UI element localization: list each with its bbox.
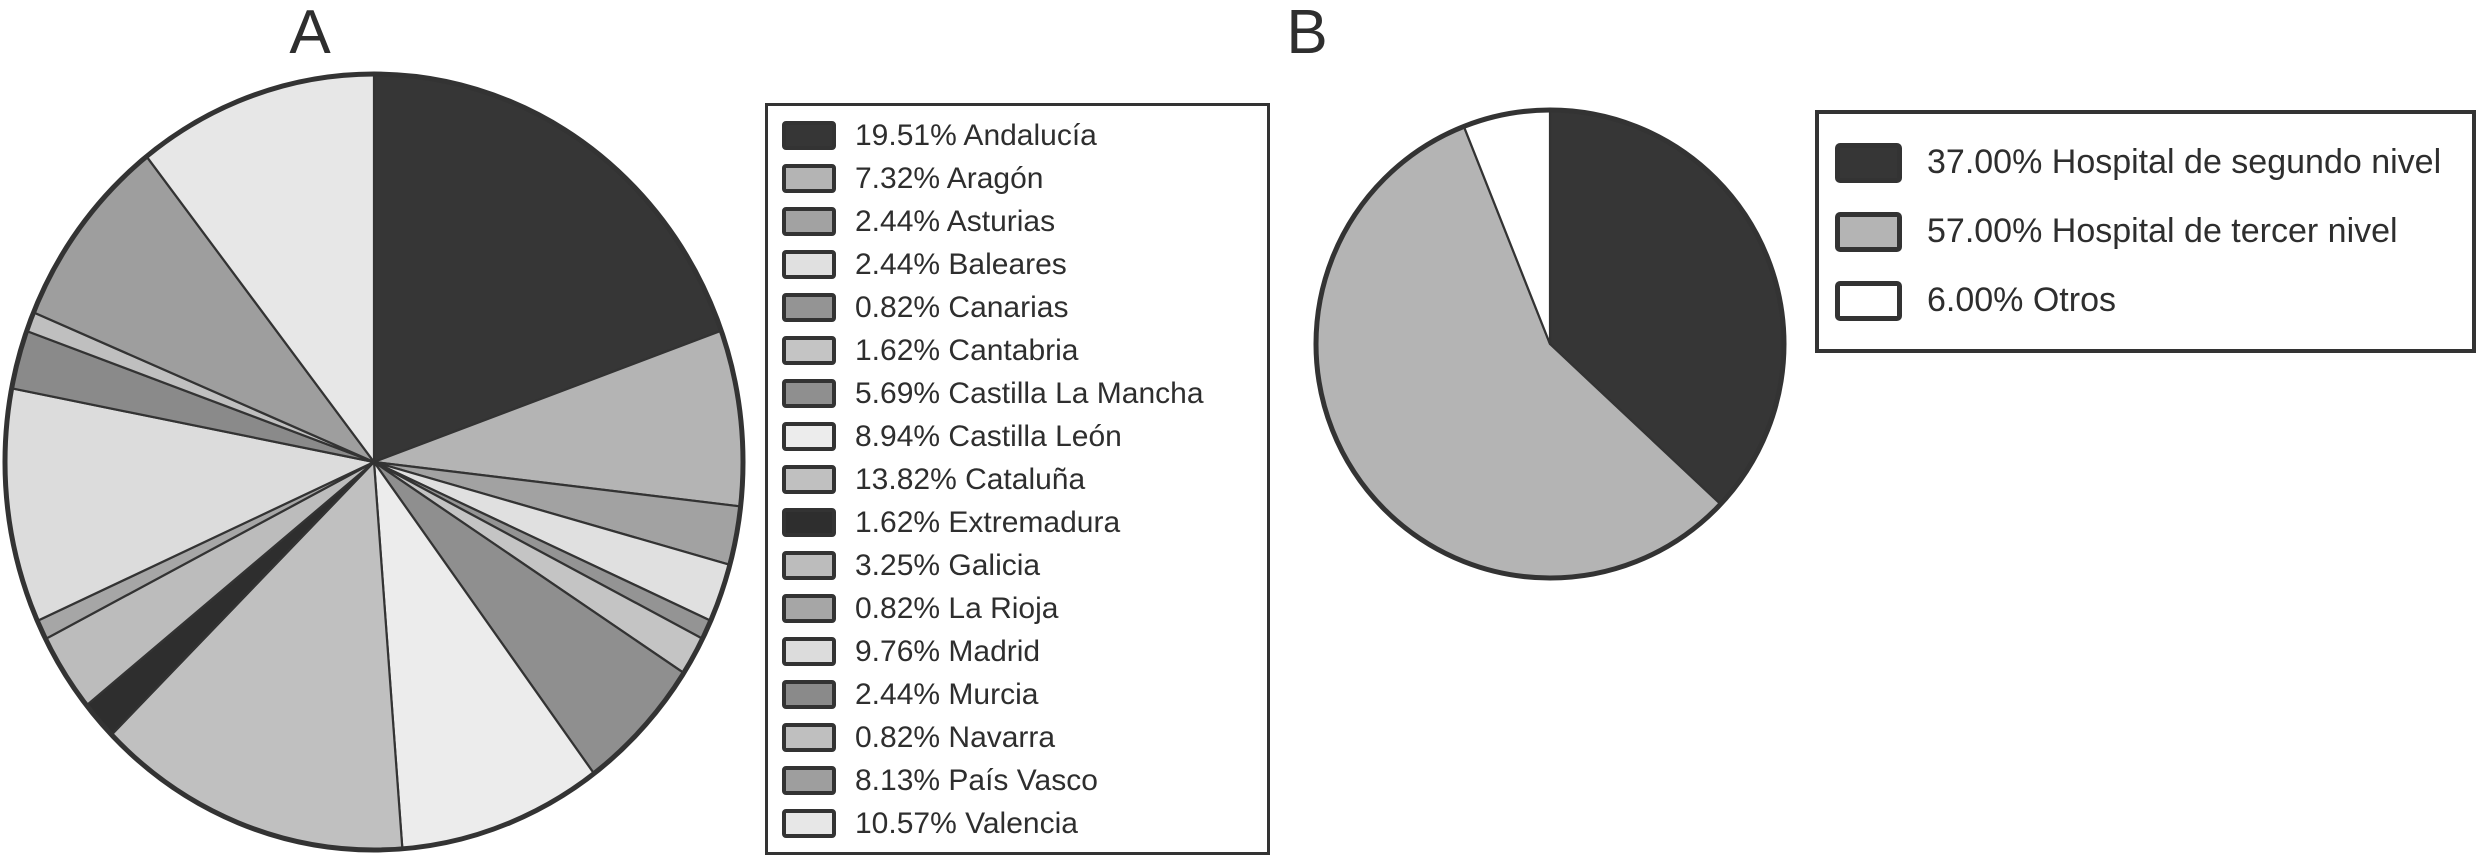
legend-swatch [1835,142,1902,183]
legend-label: 7.32% Aragón [855,161,1044,195]
legend-label: 8.13% País Vasco [855,763,1098,797]
legend-label: 1.62% Extremadura [855,505,1121,539]
pie-outline-a [2,71,746,853]
legend-item: 5.69% Castilla La Mancha [782,372,1267,415]
legend-label: 3.25% Galicia [855,548,1041,582]
pie-chart-b [1313,107,1787,581]
legend-swatch [782,336,836,365]
legend-item: 2.44% Murcia [782,673,1267,716]
legend-swatch [782,250,836,279]
legend-swatch [782,551,836,580]
legend-label: 13.82% Cataluña [855,462,1086,496]
legend-item: 13.82% Cataluña [782,458,1267,501]
legend-label: 8.94% Castilla León [855,419,1122,453]
legend-swatch [782,379,836,408]
legend-label: 9.76% Madrid [855,634,1041,668]
legend-item: 1.62% Cantabria [782,329,1267,372]
legend-swatch [782,293,836,322]
legend-swatch [782,809,836,838]
legend-b: 37.00% Hospital de segundo nivel 57.00% H… [1815,110,2476,353]
legend-item: 2.44% Baleares [782,243,1267,286]
legend-swatch [782,594,836,623]
legend-item: 57.00% Hospital de tercer nivel [1835,197,2472,266]
legend-swatch [782,207,836,236]
legend-label: 0.82% Navarra [855,720,1056,754]
legend-swatch [1835,211,1902,252]
legend-swatch [1835,280,1902,321]
legend-swatch [782,680,836,709]
legend-item: 9.76% Madrid [782,630,1267,673]
legend-item: 0.82% Navarra [782,716,1267,759]
panel-b-title: B [1286,0,1328,67]
legend-swatch [782,723,836,752]
legend-swatch [782,164,836,193]
legend-item: 8.94% Castilla León [782,415,1267,458]
legend-swatch [782,465,836,494]
legend-swatch [782,422,836,451]
legend-item: 0.82% La Rioja [782,587,1267,630]
legend-item: 19.51% Andalucía [782,114,1267,157]
pie-outline-b [1313,107,1787,581]
legend-swatch [782,121,836,150]
legend-label: 37.00% Hospital de segundo nivel [1927,143,2442,181]
legend-item: 0.82% Canarias [782,286,1267,329]
legend-item: 6.00% Otros [1835,266,2472,335]
legend-swatch [782,508,836,537]
legend-item: 2.44% Asturias [782,200,1267,243]
legend-item: 37.00% Hospital de segundo nivel [1835,128,2472,197]
legend-label: 10.57% Valencia [855,806,1078,840]
legend-swatch [782,766,836,795]
legend-item: 7.32% Aragón [782,157,1267,200]
legend-label: 2.44% Asturias [855,204,1056,238]
legend-label: 5.69% Castilla La Mancha [855,376,1204,410]
legend-label: 0.82% La Rioja [855,591,1059,625]
legend-item: 8.13% País Vasco [782,759,1267,802]
legend-label: 2.44% Murcia [855,677,1039,711]
legend-item: 3.25% Galicia [782,544,1267,587]
legend-item: 1.62% Extremadura [782,501,1267,544]
legend-label: 0.82% Canarias [855,290,1069,324]
legend-label: 2.44% Baleares [855,247,1067,281]
legend-label: 19.51% Andalucía [855,118,1097,152]
legend-label: 57.00% Hospital de tercer nivel [1927,212,2398,250]
panel-a-title: A [289,0,331,67]
legend-a: 19.51% Andalucía 7.32% Aragón 2.44% Asturi… [765,103,1270,855]
pie-chart-a [2,71,746,853]
legend-swatch [782,637,836,666]
legend-label: 1.62% Cantabria [855,333,1079,367]
legend-item: 10.57% Valencia [782,802,1267,845]
legend-label: 6.00% Otros [1927,281,2116,319]
